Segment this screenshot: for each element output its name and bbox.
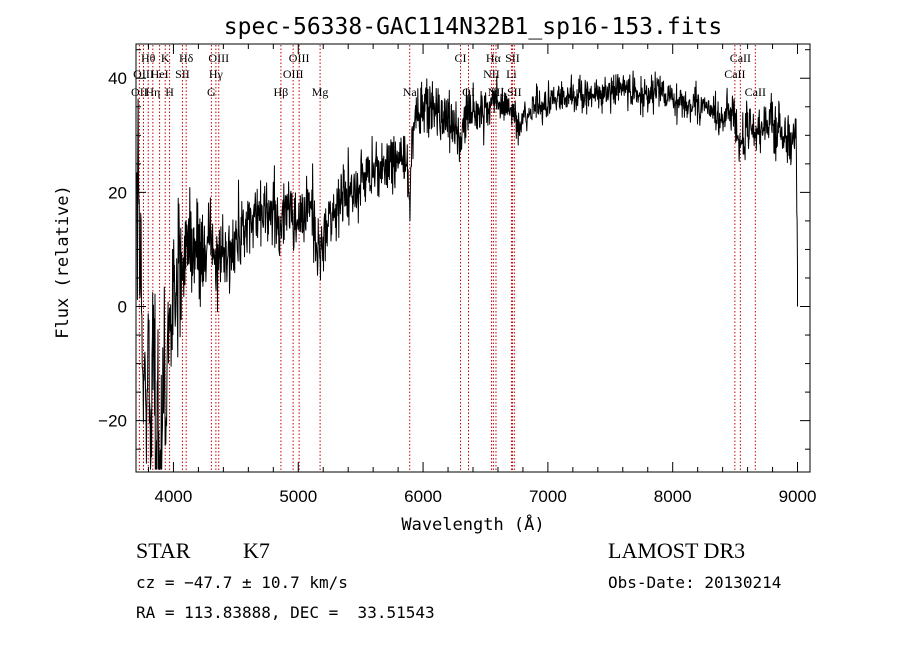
flux-series xyxy=(136,70,798,470)
flux-line xyxy=(136,70,798,470)
y-axis-label: Flux (relative) xyxy=(53,185,73,339)
line-label-21: Hβ xyxy=(274,85,289,99)
line-label-0: Hθ xyxy=(141,51,156,65)
y-tick-label--20: −20 xyxy=(98,412,127,431)
line-label-4: OIII xyxy=(289,51,310,65)
line-label-7: SII xyxy=(505,51,520,65)
x-tick-label-7000: 7000 xyxy=(529,487,567,506)
line-label-3: OIII xyxy=(208,51,229,65)
line-label-20: G xyxy=(207,85,216,99)
line-label-15: Li xyxy=(506,67,517,81)
y-axis-ticks: −20 0 20 40 xyxy=(98,49,810,450)
line-label-17: OII xyxy=(131,85,148,99)
line-label-18: Hη xyxy=(145,85,160,99)
line-label-2: Hδ xyxy=(179,51,194,65)
line-label-11: SII xyxy=(175,67,190,81)
line-label-24: OI xyxy=(462,85,475,99)
object-class: STAR xyxy=(136,538,191,563)
x-axis-ticks: 4000 5000 6000 7000 8000 9000 xyxy=(147,44,817,506)
x-tick-label-8000: 8000 xyxy=(654,487,692,506)
line-label-14: NII xyxy=(483,67,500,81)
observation-date: Obs-Date: 20130214 xyxy=(608,573,782,592)
line-label-26: SII xyxy=(507,85,522,99)
line-label-19: H xyxy=(165,85,174,99)
coordinates: RA = 113.83888, DEC = 33.51543 xyxy=(136,603,435,622)
line-label-27: CaII xyxy=(745,85,766,99)
line-label-13: OIII xyxy=(283,67,304,81)
line-label-22: Mg xyxy=(312,85,329,99)
line-label-8: CaII xyxy=(730,51,751,65)
line-label-5: CI xyxy=(455,51,467,65)
line-label-25: NII xyxy=(488,85,505,99)
chart-title: spec-56338-GAC114N32B1_sp16-153.fits xyxy=(224,14,723,40)
survey-name: LAMOST DR3 xyxy=(608,538,746,563)
y-tick-label-0: 0 xyxy=(118,298,127,317)
line-label-12: Hγ xyxy=(209,67,224,81)
y-tick-label-20: 20 xyxy=(108,183,127,202)
line-label-23: Na xyxy=(403,85,418,99)
y-tick-label-40: 40 xyxy=(108,69,127,88)
line-label-16: CaII xyxy=(724,67,745,81)
line-label-9: OIII xyxy=(133,67,154,81)
object-subclass: K7 xyxy=(243,538,270,563)
redshift-info: cz = −47.7 ± 10.7 km/s xyxy=(136,573,348,592)
x-tick-label-9000: 9000 xyxy=(779,487,817,506)
x-tick-label-5000: 5000 xyxy=(279,487,317,506)
line-label-1: K xyxy=(161,51,170,65)
x-tick-label-4000: 4000 xyxy=(155,487,193,506)
line-label-6: Hα xyxy=(486,51,502,65)
x-tick-label-6000: 6000 xyxy=(404,487,442,506)
line-label-10: HeI xyxy=(151,67,169,81)
x-axis-label: Wavelength (Å) xyxy=(401,513,544,535)
